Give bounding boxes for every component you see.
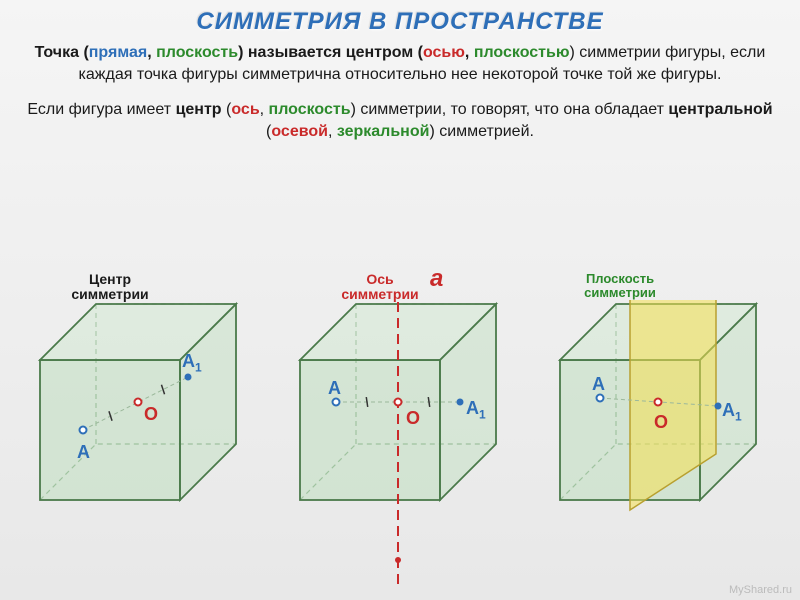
def2-center: центр [176,101,222,118]
def1-axis: осью [423,44,465,61]
point-a1-label: А1 [722,400,742,424]
def2-mid1: ( [222,101,232,118]
label-plane: Плоскость симметрии [560,272,680,301]
label-center: Центр симметрии [50,272,170,303]
point-a-label: А [328,378,341,399]
def2-sep1: , [260,101,269,118]
point-o-label: О [654,412,668,433]
def2-plane2: зеркальной [337,123,430,140]
def2-axis: ось [231,101,259,118]
label-plane-1: Плоскость [586,271,654,286]
def1-mid1: ) называется [238,44,346,61]
def2-axis2: осевой [271,123,328,140]
point-a-label: А [592,374,605,395]
def2-tail: ) симметрией. [429,123,534,140]
watermark: MyShared.ru [729,584,792,596]
point-a-label: А [77,442,90,463]
def1-sep2: , [465,44,474,61]
def2-center2: центральной [668,101,772,118]
label-axis-a: a [430,266,443,292]
def1-line: прямая [89,44,147,61]
def2-mid2: ) симметрии, то говорят, что она обладае… [351,101,669,118]
def1-sep1: , [147,44,156,61]
point-o-label: О [406,408,420,429]
definition-2: Если фигура имеет центр (ось, плоскость)… [0,99,800,146]
def1-mid2: ( [413,44,423,61]
def2-pre: Если фигура имеет [27,101,175,118]
diagram-area: А А1 О А А1 О А А1 О [0,300,800,590]
label-axis: Ось симметрии a [330,272,430,303]
def1-pre: Точка ( [35,44,89,61]
point-a1-label: А1 [466,398,486,422]
diagram-svg [0,300,800,600]
definition-1: Точка (прямая, плоскость) называется цен… [0,42,800,89]
point-o-label: О [144,404,158,425]
point-a1-label: А1 [182,351,202,375]
def2-plane: плоскость [269,101,351,118]
def1-plane: плоскость [156,44,238,61]
label-axis-1: Ось [366,271,393,287]
page-title: СИММЕТРИЯ В ПРОСТРАНСТВЕ [0,0,800,42]
label-plane-2: симметрии [584,285,656,300]
def2-sep2: , [328,123,337,140]
label-center-1: Центр [89,271,131,287]
def1-center: центром [346,44,413,61]
def1-plane2: плоскостью [474,44,570,61]
